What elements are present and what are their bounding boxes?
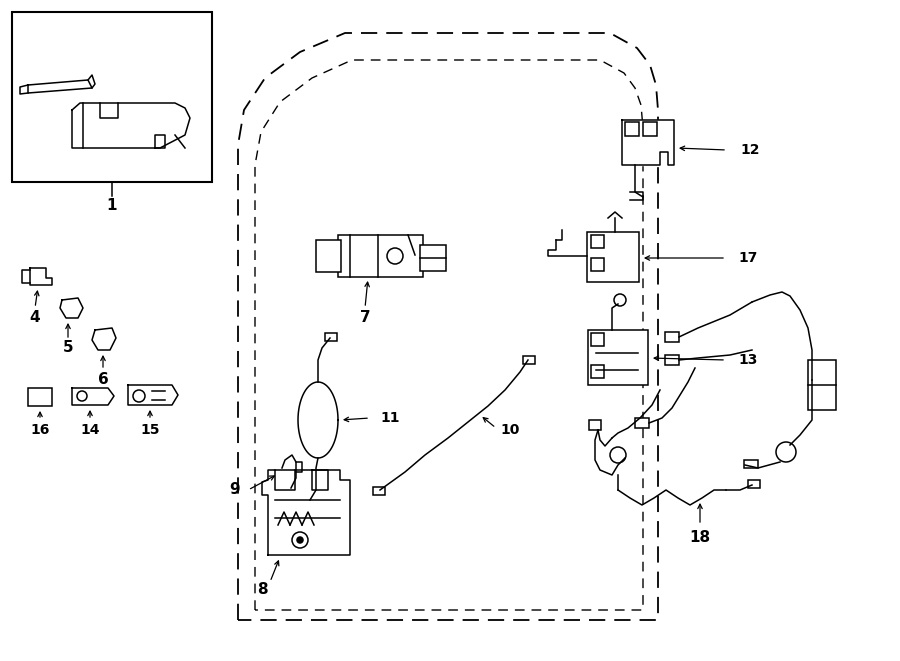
Polygon shape xyxy=(128,385,178,405)
Text: 12: 12 xyxy=(740,143,760,157)
Bar xyxy=(306,500,318,508)
Bar xyxy=(12,12,212,182)
Bar xyxy=(748,480,760,488)
Polygon shape xyxy=(30,268,52,285)
Bar xyxy=(591,365,604,378)
Text: 17: 17 xyxy=(738,251,758,265)
Polygon shape xyxy=(60,298,83,318)
Bar xyxy=(338,235,423,277)
Bar xyxy=(316,240,341,272)
Text: 1: 1 xyxy=(107,198,117,212)
Text: 11: 11 xyxy=(380,411,400,425)
Bar xyxy=(591,258,604,271)
Bar xyxy=(665,355,679,365)
Polygon shape xyxy=(72,103,190,148)
Text: 4: 4 xyxy=(30,311,40,325)
Bar xyxy=(625,122,639,136)
Text: 7: 7 xyxy=(360,311,370,325)
Text: 14: 14 xyxy=(80,423,100,437)
Text: 10: 10 xyxy=(500,423,519,437)
Text: 5: 5 xyxy=(63,340,73,356)
Circle shape xyxy=(297,537,303,543)
Text: 15: 15 xyxy=(140,423,160,437)
Bar xyxy=(808,360,836,410)
Polygon shape xyxy=(262,470,350,555)
Text: 6: 6 xyxy=(97,373,108,387)
Polygon shape xyxy=(92,328,116,350)
Bar xyxy=(744,460,758,468)
Bar xyxy=(587,232,639,282)
Text: 9: 9 xyxy=(230,483,240,498)
Bar xyxy=(589,420,601,430)
Bar xyxy=(523,356,535,364)
Polygon shape xyxy=(72,388,114,405)
Text: 2: 2 xyxy=(50,22,60,38)
Bar xyxy=(635,418,649,428)
Text: 18: 18 xyxy=(689,531,711,545)
Bar xyxy=(325,333,337,341)
Bar xyxy=(28,388,52,406)
Text: 3: 3 xyxy=(125,20,135,36)
Polygon shape xyxy=(622,120,674,165)
Bar xyxy=(591,235,604,248)
Polygon shape xyxy=(28,80,92,93)
Text: 16: 16 xyxy=(31,423,50,437)
Bar xyxy=(665,332,679,342)
Bar xyxy=(643,122,657,136)
Bar xyxy=(420,245,446,271)
Bar xyxy=(373,487,385,495)
Bar xyxy=(588,330,648,385)
Text: 13: 13 xyxy=(738,353,758,367)
Bar xyxy=(591,333,604,346)
Text: 8: 8 xyxy=(256,582,267,598)
